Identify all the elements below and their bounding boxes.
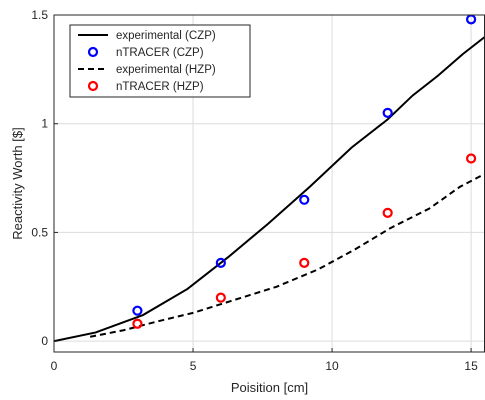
legend-box [69, 24, 251, 98]
y-axis-label: Reactivity Worth [$] [10, 127, 25, 239]
y-tick-label: 1.5 [31, 8, 48, 22]
series-line [54, 35, 485, 343]
data-point [299, 194, 310, 205]
series-line [89, 172, 485, 338]
legend-label: experimental (HZP) [116, 64, 216, 76]
x-tick-label: 10 [325, 359, 339, 373]
legend-marker-swatch [87, 80, 99, 92]
ticks: 0 5 10 15 0 0.5 1 1.5 [31, 8, 478, 373]
x-tick-label: 15 [464, 359, 478, 373]
series-layer [54, 15, 485, 343]
x-axis-label: Poisition [cm] [231, 380, 308, 395]
data-point [465, 153, 477, 164]
data-point [215, 257, 226, 268]
x-tick-label: 5 [190, 359, 197, 373]
data-point [132, 318, 143, 329]
data-point [215, 292, 226, 303]
y-tick-label: 0 [41, 334, 48, 348]
legend-label: experimental (CZP) [116, 30, 216, 42]
x-tick-label: 0 [51, 359, 58, 373]
legend-label: nTRACER (HZP) [116, 81, 204, 93]
y-tick-label: 1 [41, 117, 48, 131]
legend-label: nTRACER (CZP) [116, 47, 204, 59]
legend: experimental (CZP) nTRACER (CZP) experimen… [69, 24, 251, 98]
legend-marker-swatch [87, 46, 99, 58]
data-point [382, 107, 393, 118]
data-point [382, 207, 393, 218]
data-point [132, 305, 143, 316]
y-tick-label: 0.5 [31, 225, 48, 239]
data-point [299, 257, 310, 268]
